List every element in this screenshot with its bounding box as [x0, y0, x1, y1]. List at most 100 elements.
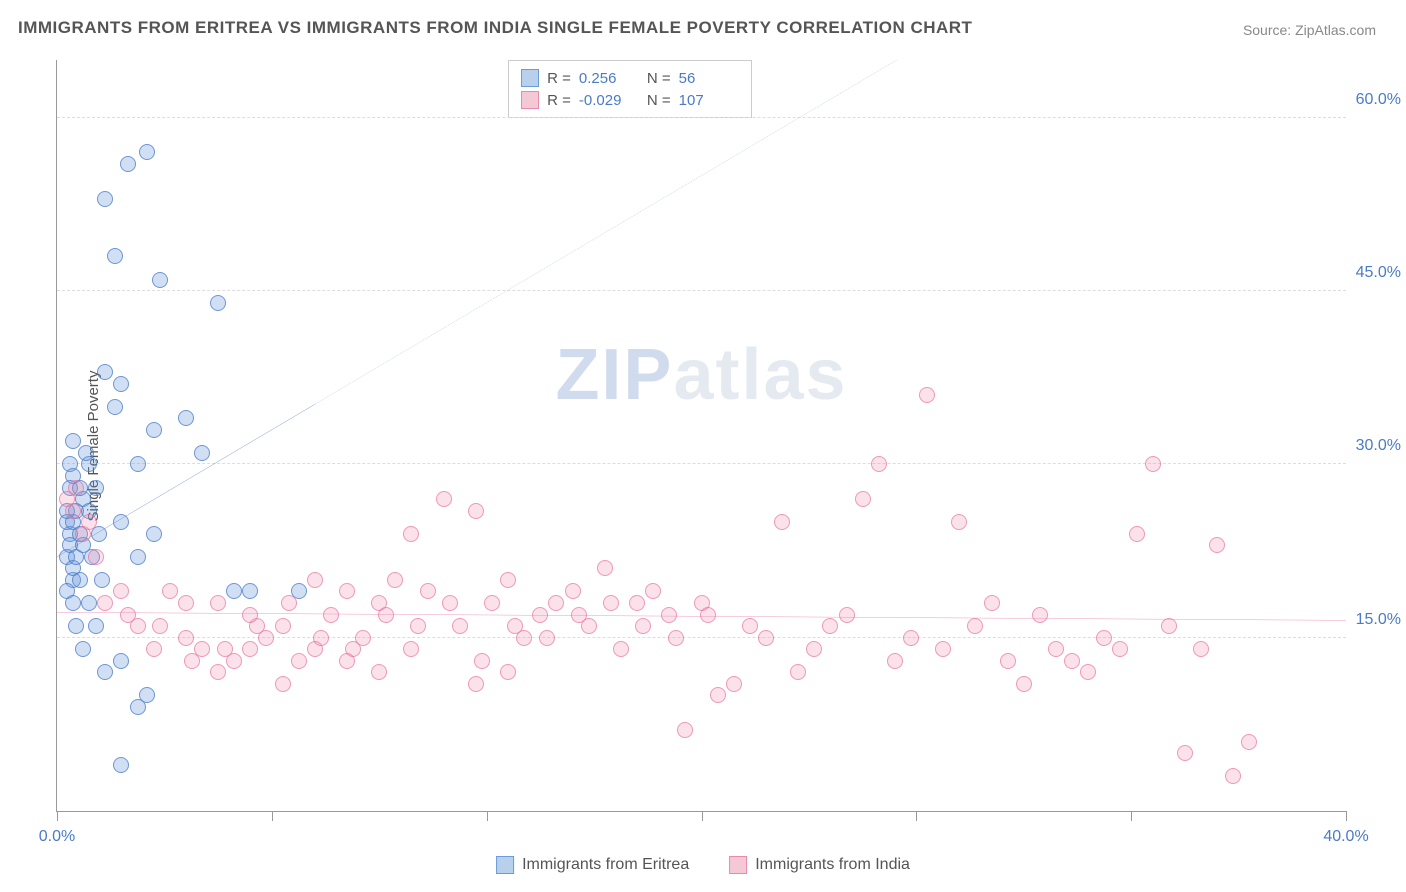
data-point [532, 607, 548, 623]
data-point [178, 630, 194, 646]
data-point [855, 491, 871, 507]
data-point [758, 630, 774, 646]
data-point [81, 514, 97, 530]
bottom-legend: Immigrants from Eritrea Immigrants from … [496, 856, 910, 874]
legend-item-eritrea: Immigrants from Eritrea [496, 856, 689, 874]
data-point [951, 514, 967, 530]
data-point [113, 583, 129, 599]
data-point [217, 641, 233, 657]
data-point [291, 653, 307, 669]
data-point [484, 595, 500, 611]
data-point [597, 560, 613, 576]
data-point [146, 526, 162, 542]
data-point [146, 641, 162, 657]
data-point [1064, 653, 1080, 669]
gridline-h [57, 290, 1346, 291]
swatch-eritrea [496, 856, 514, 874]
data-point [97, 595, 113, 611]
chart-plot-area: ZIPatlas R = 0.256 N = 56 R = -0.029 N =… [56, 60, 1346, 812]
data-point [210, 595, 226, 611]
data-point [68, 618, 84, 634]
data-point [72, 572, 88, 588]
data-point [146, 422, 162, 438]
data-point [1129, 526, 1145, 542]
data-point [339, 653, 355, 669]
data-point [130, 456, 146, 472]
chart-title: IMMIGRANTS FROM ERITREA VS IMMIGRANTS FR… [18, 18, 972, 38]
y-tick-label: 45.0% [1356, 264, 1401, 282]
data-point [194, 445, 210, 461]
data-point [113, 514, 129, 530]
watermark-atlas: atlas [673, 335, 847, 415]
data-point [613, 641, 629, 657]
data-point [275, 618, 291, 634]
data-point [635, 618, 651, 634]
data-point [65, 595, 81, 611]
data-point [742, 618, 758, 634]
data-point [323, 607, 339, 623]
data-point [307, 572, 323, 588]
data-point [468, 503, 484, 519]
data-point [113, 757, 129, 773]
data-point [403, 526, 419, 542]
data-point [97, 664, 113, 680]
data-point [184, 653, 200, 669]
data-point [339, 583, 355, 599]
data-point [88, 618, 104, 634]
data-point [387, 572, 403, 588]
data-point [677, 722, 693, 738]
x-tick-mark [57, 811, 58, 821]
source-attribution: Source: ZipAtlas.com [1243, 22, 1376, 38]
n-label: N = [647, 70, 671, 87]
data-point [668, 630, 684, 646]
swatch-india [729, 856, 747, 874]
data-point [97, 364, 113, 380]
data-point [806, 641, 822, 657]
swatch-eritrea [521, 69, 539, 87]
data-point [629, 595, 645, 611]
x-tick-mark [702, 811, 703, 821]
data-point [1032, 607, 1048, 623]
n-value-eritrea: 56 [679, 70, 739, 87]
data-point [603, 595, 619, 611]
data-point [967, 618, 983, 634]
y-tick-label: 60.0% [1356, 91, 1401, 109]
data-point [81, 595, 97, 611]
legend-label-india: Immigrants from India [755, 856, 910, 874]
data-point [139, 144, 155, 160]
data-point [139, 687, 155, 703]
data-point [226, 583, 242, 599]
data-point [1209, 537, 1225, 553]
data-point [94, 572, 110, 588]
data-point [1000, 653, 1016, 669]
data-point [403, 641, 419, 657]
data-point [107, 248, 123, 264]
data-point [152, 272, 168, 288]
data-point [442, 595, 458, 611]
data-point [281, 595, 297, 611]
n-value-india: 107 [679, 92, 739, 109]
data-point [113, 653, 129, 669]
data-point [539, 630, 555, 646]
stats-row-eritrea: R = 0.256 N = 56 [521, 67, 739, 89]
data-point [275, 676, 291, 692]
data-point [152, 618, 168, 634]
data-point [500, 664, 516, 680]
x-tick-label: 40.0% [1323, 828, 1368, 846]
legend-item-india: Immigrants from India [729, 856, 910, 874]
data-point [1080, 664, 1096, 680]
data-point [120, 156, 136, 172]
data-point [984, 595, 1000, 611]
data-point [120, 607, 136, 623]
data-point [548, 595, 564, 611]
data-point [210, 295, 226, 311]
data-point [565, 583, 581, 599]
data-point [1225, 768, 1241, 784]
data-point [178, 410, 194, 426]
data-point [935, 641, 951, 657]
data-point [1048, 641, 1064, 657]
swatch-india [521, 91, 539, 109]
data-point [210, 664, 226, 680]
n-label: N = [647, 92, 671, 109]
data-point [919, 387, 935, 403]
